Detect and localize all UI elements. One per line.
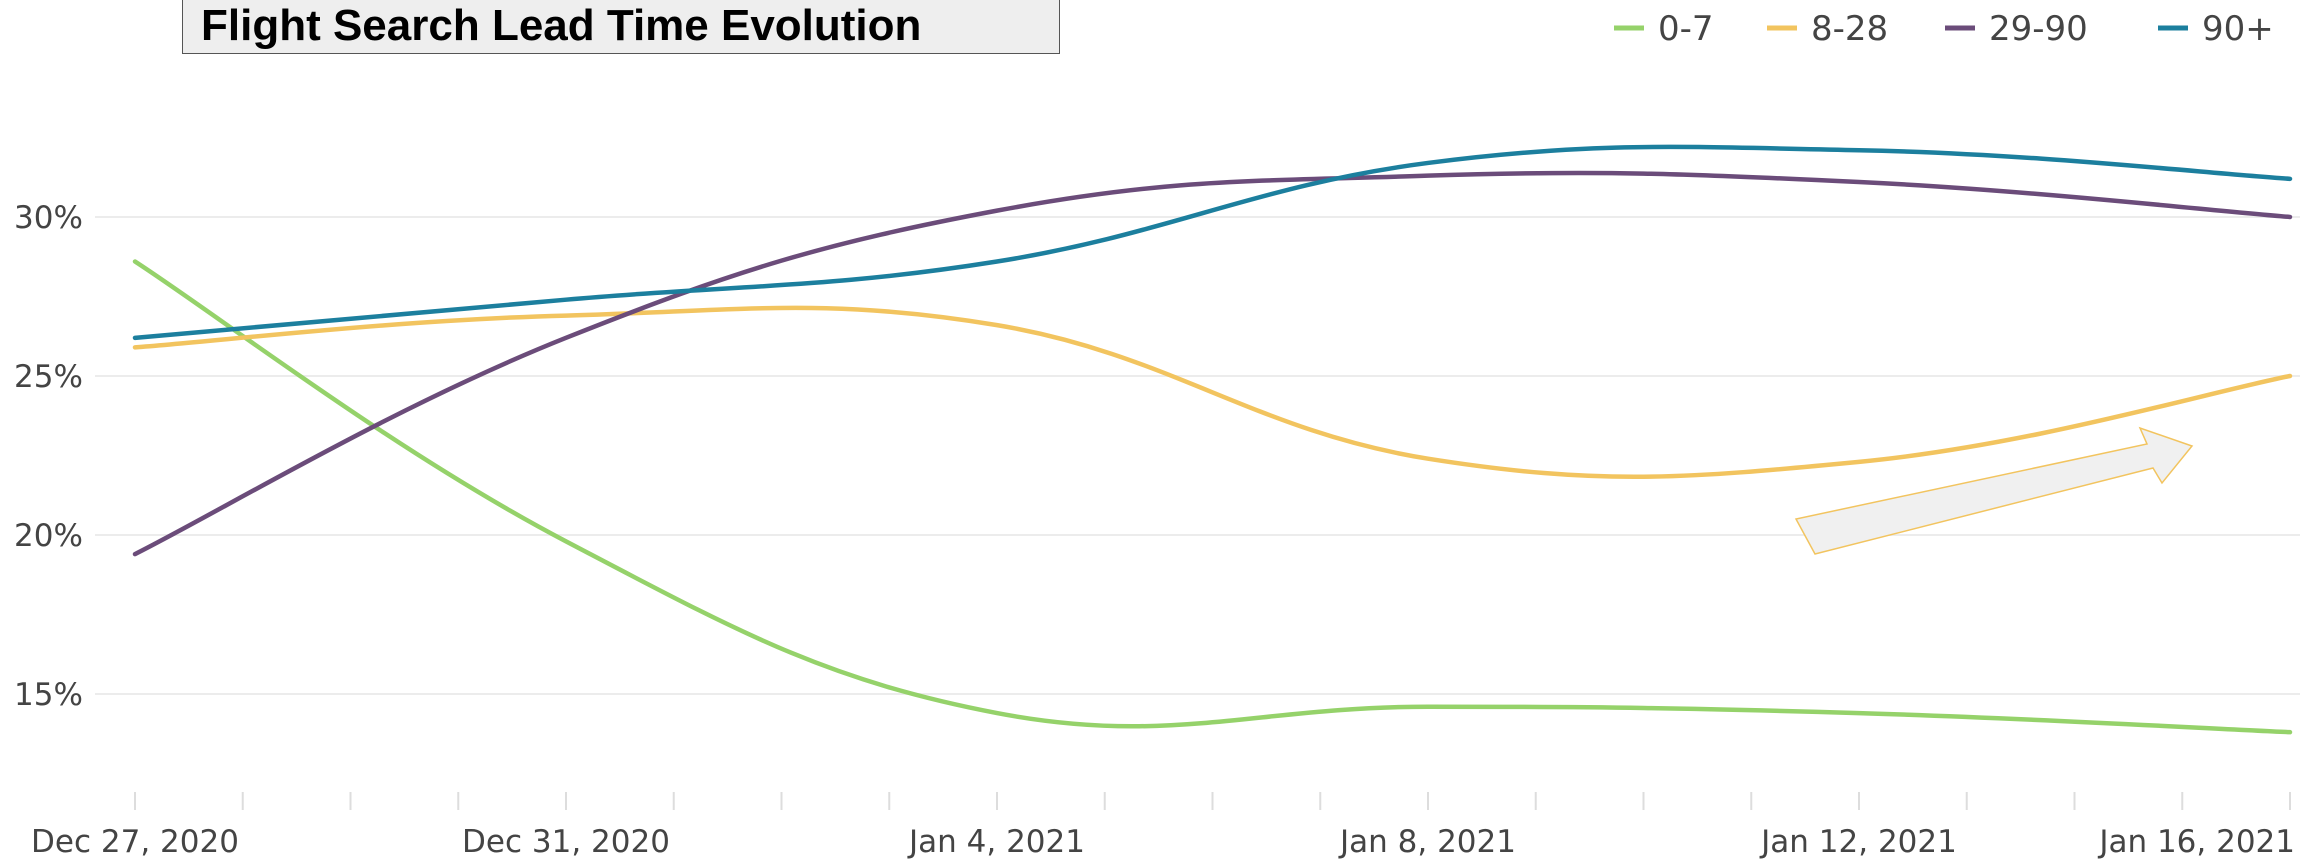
- x-tick-label: Jan 4, 2021: [907, 824, 1085, 860]
- legend-label-29-90: 29-90: [1989, 9, 2088, 49]
- y-tick-label: 30%: [14, 200, 83, 236]
- series-layer: [132, 144, 2293, 735]
- y-tick-label: 20%: [14, 518, 83, 554]
- series-line-29-90: [132, 170, 2293, 557]
- x-axis-ticks: [134, 792, 2291, 810]
- legend-label-0-7: 0-7: [1658, 9, 1714, 49]
- legend-label-8-28: 8-28: [1811, 9, 1888, 49]
- x-tick-label: Dec 27, 2020: [31, 824, 239, 860]
- legend-label-90+: 90+: [2202, 9, 2274, 49]
- x-tick-label: Jan 12, 2021: [1759, 824, 1957, 860]
- legend: 0-7 8-28 29-90 90+: [1614, 9, 2274, 49]
- y-tick-label: 25%: [14, 359, 83, 395]
- trend-arrow-annotation: [1794, 426, 2194, 555]
- series-line-0-7: [132, 259, 2293, 735]
- grid-layer: [95, 216, 2300, 695]
- annotation-layer: [1794, 426, 2194, 555]
- x-tick-label: Jan 8, 2021: [1338, 824, 1516, 860]
- chart-title-box: Flight Search Lead Time Evolution: [182, 0, 1060, 54]
- x-axis-labels: Dec 27, 2020 Dec 31, 2020 Jan 4, 2021 Jan 8…: [31, 824, 2295, 860]
- x-tick-label: Jan 16, 2021: [2097, 824, 2295, 860]
- chart-title: Flight Search Lead Time Evolution: [201, 1, 922, 50]
- y-axis-labels: 30% 25% 20% 15%: [14, 200, 83, 713]
- x-tick-label: Dec 31, 2020: [462, 824, 670, 860]
- series-line-90+: [132, 144, 2293, 341]
- series-line-8-28: [132, 305, 2293, 480]
- y-tick-label: 15%: [14, 677, 83, 713]
